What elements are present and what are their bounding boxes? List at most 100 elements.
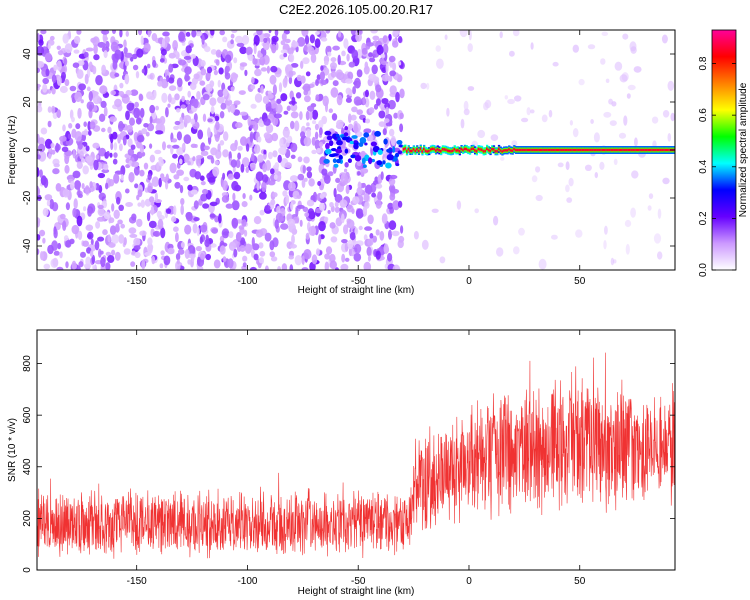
spectrogram-noise-blob bbox=[178, 31, 186, 42]
spectrogram-noise-blob bbox=[184, 224, 192, 235]
spectrogram-noise-blob bbox=[301, 267, 309, 270]
spectrogram-noise-blob bbox=[551, 234, 558, 240]
spectrogram-noise-blob bbox=[263, 149, 267, 155]
spectrogram-noise-blob bbox=[108, 217, 115, 224]
spectrogram-noise-blob bbox=[272, 116, 279, 126]
spectrogram-signal-core bbox=[525, 148, 528, 152]
spectrogram-noise-blob bbox=[255, 229, 264, 238]
spectrogram-noise-blob bbox=[37, 67, 40, 74]
spectrogram-noise-blob bbox=[122, 135, 127, 146]
spectrogram-noise-blob bbox=[235, 122, 243, 129]
spectrogram-noise-blob bbox=[514, 95, 522, 102]
spectrogram-noise-blob bbox=[277, 266, 281, 270]
spectrogram-noise-blob bbox=[251, 76, 255, 84]
spectrogram-noise-blob bbox=[81, 183, 85, 189]
spectrogram-noise-blob bbox=[601, 31, 609, 36]
spectrogram-noise-blob bbox=[284, 162, 292, 169]
spectrogram-noise-blob bbox=[264, 265, 269, 270]
spectrogram-noise-blob bbox=[149, 116, 153, 124]
spectrogram-signal-core bbox=[606, 148, 610, 152]
spectrogram-signal-core bbox=[663, 148, 666, 152]
spectrogram-noise-blob bbox=[123, 248, 131, 255]
spectrogram-noise-blob bbox=[362, 206, 368, 216]
spectrogram-signal-core bbox=[562, 148, 565, 152]
spectrogram-noise-blob bbox=[81, 133, 87, 142]
spectrogram-noise-blob bbox=[267, 93, 274, 99]
spectrogram-noise-blob bbox=[200, 181, 206, 186]
spectrogram-signal-core bbox=[652, 148, 656, 152]
spectrogram-noise-blob bbox=[263, 118, 271, 126]
spectrogram-noise-blob bbox=[119, 143, 123, 152]
spectrogram-noise-blob bbox=[634, 137, 638, 147]
spectrogram-noise-blob bbox=[385, 63, 389, 73]
spectrogram-signal-core bbox=[540, 148, 543, 152]
spectrogram-noise-blob bbox=[149, 154, 156, 163]
spectrogram-noise-blob bbox=[247, 54, 254, 61]
spectrogram-noise-blob bbox=[257, 50, 262, 58]
spectrogram-noise-blob bbox=[119, 30, 123, 38]
spectrogram-signal-core bbox=[443, 148, 446, 151]
spectrogram-noise-blob bbox=[125, 110, 130, 121]
spectrogram-signal-core bbox=[651, 148, 654, 152]
spectrogram-noise-blob bbox=[165, 107, 169, 118]
spectrogram-noise-blob bbox=[361, 47, 368, 55]
spectrogram-signal-core bbox=[436, 148, 439, 151]
spectrogram-noise-blob bbox=[259, 250, 266, 257]
spectrogram-noise-blob bbox=[436, 58, 444, 69]
spectrogram-noise-blob bbox=[355, 32, 362, 42]
spectrogram-noise-blob bbox=[44, 194, 53, 201]
spectrogram-noise-blob bbox=[209, 201, 218, 207]
spectrogram-noise-blob bbox=[103, 50, 108, 59]
spectrogram-noise-blob bbox=[174, 181, 181, 189]
spectrogram-noise-blob bbox=[351, 49, 359, 60]
spectrogram-noise-blob bbox=[141, 68, 146, 74]
spectrogram-noise-blob bbox=[282, 190, 288, 197]
spectrogram-noise-blob bbox=[178, 59, 187, 66]
spectrogram-signal-blob bbox=[342, 136, 349, 141]
spectrogram-noise-blob bbox=[439, 256, 446, 264]
spectrogram-noise-blob bbox=[102, 229, 108, 236]
spectrogram-noise-blob bbox=[657, 208, 662, 219]
spectrogram-noise-blob bbox=[228, 231, 234, 239]
spectrogram-noise-blob bbox=[227, 258, 234, 269]
spectrogram-noise-blob bbox=[609, 120, 617, 126]
spectrogram-signal-blob bbox=[336, 140, 343, 146]
spectrogram-noise-blob bbox=[63, 235, 69, 242]
spectrogram-noise-blob bbox=[73, 263, 78, 270]
spectrogram-signal-core bbox=[484, 149, 487, 153]
spectrogram-noise-blob bbox=[125, 30, 129, 37]
spectrogram-noise-blob bbox=[89, 121, 96, 130]
spectrogram-signal-core bbox=[560, 148, 564, 152]
spectrogram-noise-blob bbox=[99, 250, 104, 255]
spectrogram-noise-blob bbox=[209, 213, 216, 218]
spectrogram-noise-blob bbox=[180, 204, 184, 215]
spectrogram-noise-blob bbox=[330, 70, 337, 78]
spectrogram-noise-blob bbox=[114, 251, 121, 261]
spectrogram-noise-blob bbox=[399, 112, 404, 120]
spectrogram-signal-core bbox=[465, 147, 468, 151]
spectrogram-noise-blob bbox=[233, 100, 241, 105]
spectrogram-signal-core bbox=[480, 148, 484, 151]
spectrogram-noise-blob bbox=[364, 61, 369, 70]
spectrogram-signal-core bbox=[567, 148, 570, 152]
spectrogram-noise-blob bbox=[568, 177, 574, 187]
spectrogram-signal-core bbox=[559, 148, 562, 152]
spectrogram-noise-blob bbox=[110, 133, 114, 144]
spectrogram-noise-blob bbox=[291, 96, 296, 106]
spectrogram-noise-blob bbox=[390, 135, 396, 146]
spectrogram-noise-blob bbox=[431, 208, 439, 213]
spectrogram-signal-blob bbox=[359, 137, 367, 144]
spectrogram-noise-blob bbox=[96, 216, 105, 222]
spectrogram-noise-blob bbox=[326, 45, 332, 54]
spectrogram-noise-blob bbox=[284, 38, 291, 44]
spectrogram-noise-blob bbox=[201, 34, 205, 45]
snr-y-ticks: 0 200 400 600 800 bbox=[22, 355, 675, 573]
spectrogram-noise-blob bbox=[118, 234, 125, 244]
spectrogram-noise-blob bbox=[73, 198, 78, 210]
spectrogram-noise-blob bbox=[225, 203, 233, 209]
spectrogram-signal-core bbox=[477, 147, 480, 151]
spectrogram-noise-blob bbox=[176, 259, 180, 265]
spectrogram-noise-blob bbox=[223, 131, 229, 142]
spectrogram-noise-blob bbox=[162, 141, 166, 151]
spectrogram-signal-core bbox=[584, 148, 587, 152]
